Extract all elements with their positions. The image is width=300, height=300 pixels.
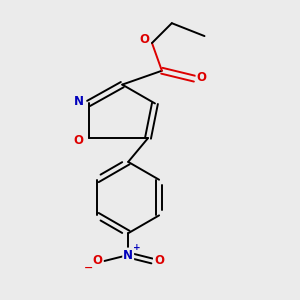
Text: −: −: [84, 263, 93, 273]
Text: O: O: [154, 254, 164, 268]
Text: O: O: [139, 32, 149, 46]
Text: N: N: [123, 248, 133, 262]
Text: N: N: [74, 95, 84, 108]
Text: O: O: [196, 71, 206, 84]
Text: O: O: [74, 134, 84, 147]
Text: O: O: [92, 254, 103, 268]
Text: +: +: [133, 243, 141, 252]
